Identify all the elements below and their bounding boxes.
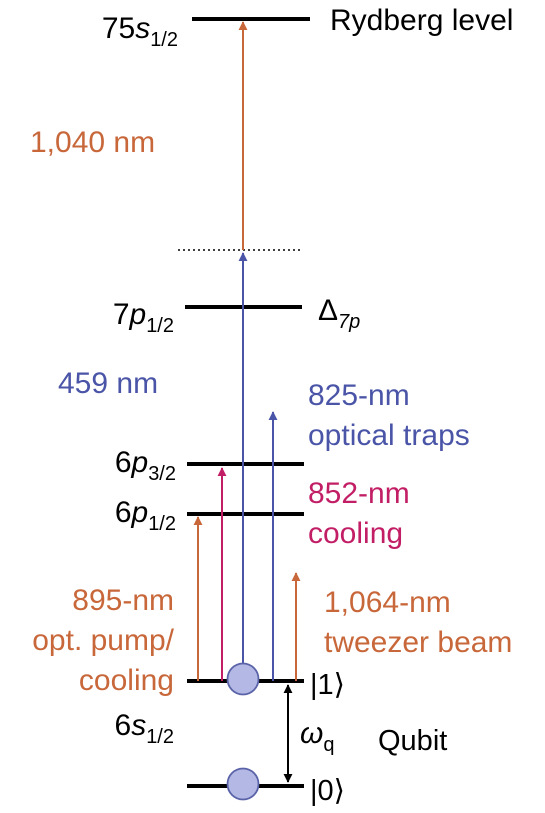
label-852nm-line1: 852-nm — [308, 477, 410, 510]
label-6s12: 6s1/2 — [115, 709, 175, 748]
label-825nm-line2: optical traps — [308, 419, 470, 452]
label-6p32: 6p3/2 — [115, 446, 176, 485]
label-7p12: 7p1/2 — [113, 298, 174, 337]
label-895nm-line2: opt. pump/ — [32, 624, 174, 657]
label-895nm-line1: 895-nm — [72, 584, 174, 617]
atom-qubit-1 — [226, 662, 260, 696]
label-1040nm: 1,040 nm — [30, 126, 155, 159]
label-825nm-line1: 825-nm — [308, 379, 410, 412]
label-895nm-line3: cooling — [79, 664, 174, 697]
label-qubit: Qubit — [378, 725, 447, 757]
label-delta-7p: Δ7p — [318, 294, 360, 333]
label-1064nm-line2: tweezer beam — [324, 626, 512, 659]
label-6p12: 6p1/2 — [115, 496, 176, 535]
label-rydberg-level: Rydberg level — [330, 4, 513, 37]
label-ket-0: |0⟩ — [310, 775, 345, 807]
label-omega-q: ωq — [300, 717, 335, 756]
label-1064nm-line1: 1,064-nm — [324, 586, 451, 619]
label-852nm-line2: cooling — [308, 517, 403, 550]
label-ket-1: |1⟩ — [310, 669, 345, 701]
atom-qubit-0 — [226, 767, 260, 801]
label-459nm: 459 nm — [58, 367, 158, 400]
label-75s12: 75s1/2 — [102, 12, 178, 51]
